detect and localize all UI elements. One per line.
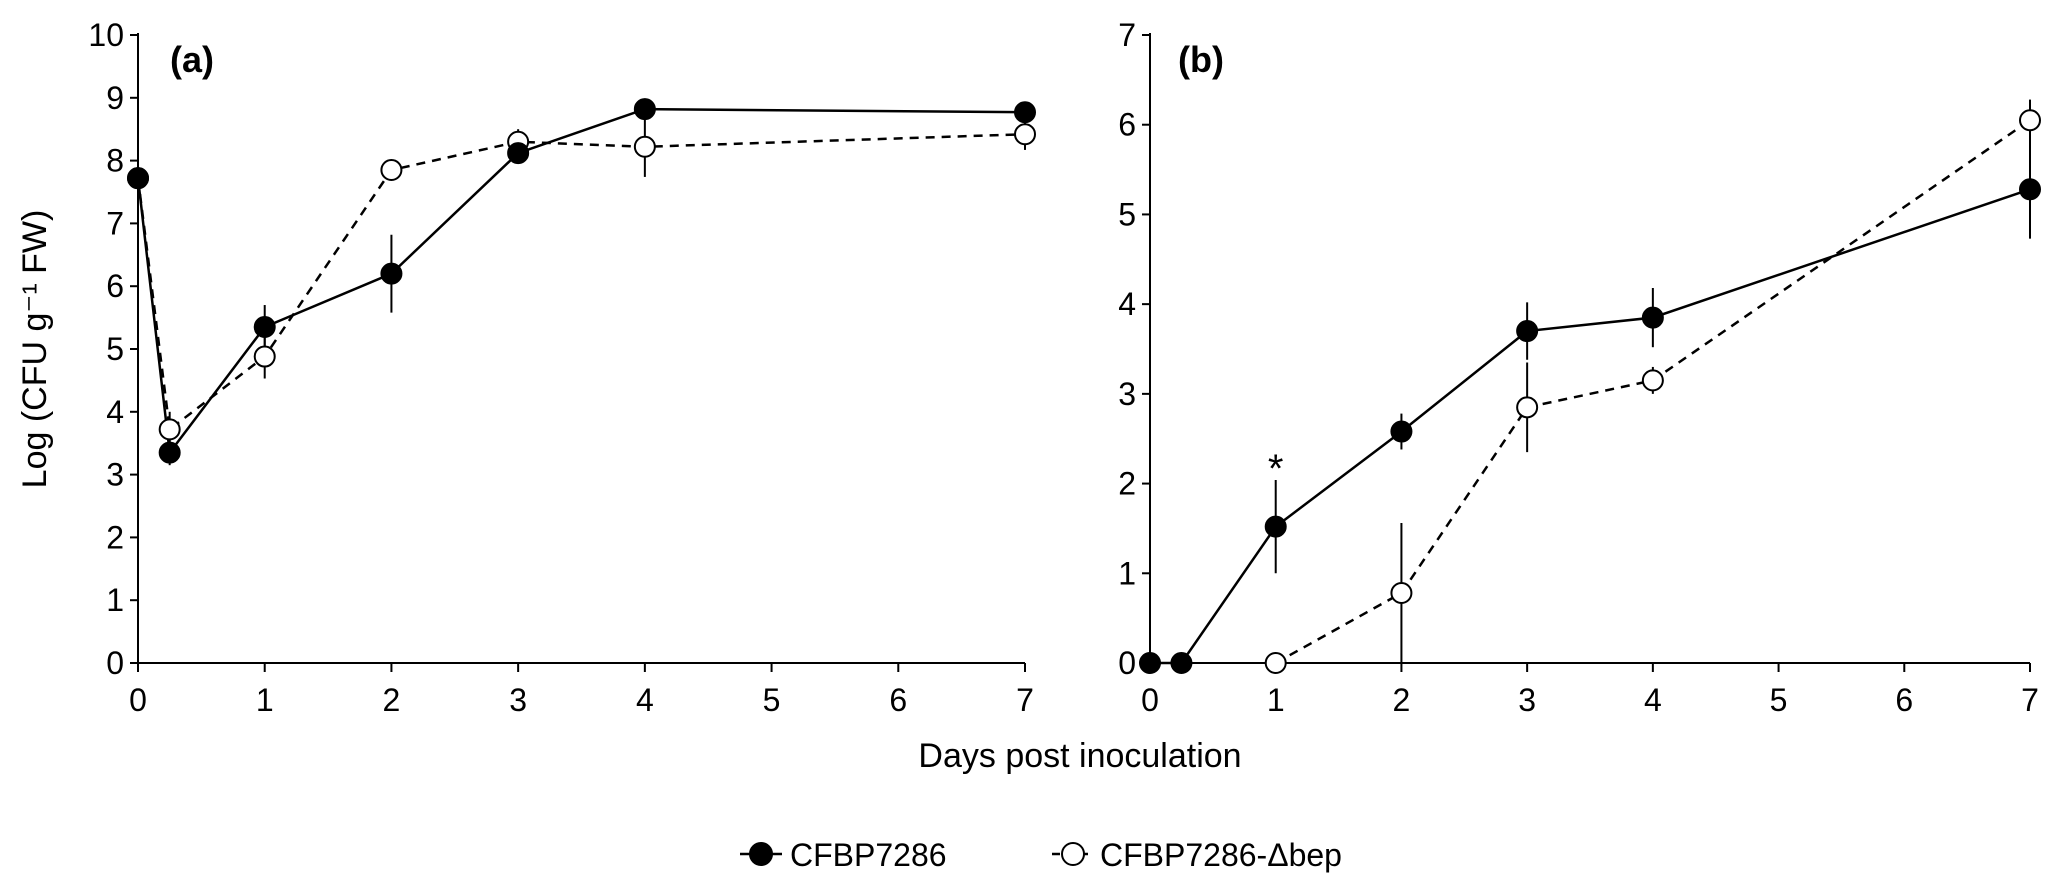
panel-b-y-tick-label: 7 — [1118, 17, 1136, 53]
panel-a-x-tick-label: 5 — [763, 682, 781, 718]
panel-b-x-tick-label: 4 — [1644, 682, 1662, 718]
panel-b-x-tick-label: 7 — [2021, 682, 2039, 718]
panel-a-label: (a) — [170, 39, 214, 80]
panel-b-chart: 0 1 2 3 4 5 6 7 0 1 2 3 4 5 6 7 (b) * — [1118, 17, 2041, 718]
panel-b-y-tick-label: 2 — [1118, 466, 1136, 502]
x-axis-title: Days post inoculation — [918, 737, 1241, 775]
panel-b-significance-asterisk: * — [1268, 447, 1284, 491]
panel-a-point-cfbp7286 — [1014, 101, 1036, 124]
panel-a-y-tick-label: 1 — [106, 582, 124, 618]
panel-a-point-cfbp7286 — [507, 142, 530, 165]
panel-a-point-cfbp7286 — [633, 98, 656, 121]
panel-a-point-cfbp7286-dbep — [1014, 123, 1036, 146]
panel-b-x-tick-label: 2 — [1393, 682, 1411, 718]
panel-b-point-cfbp7286 — [1390, 420, 1413, 443]
panel-b-point-cfbp7286-dbep — [1390, 582, 1413, 605]
panel-a-x-tick-label: 6 — [889, 682, 907, 718]
panel-a-y-tick-label: 4 — [106, 394, 124, 430]
panel-a-point-cfbp7286-dbep — [158, 418, 181, 441]
legend-marker-open-circle — [1061, 842, 1085, 866]
panel-b-point-cfbp7286-dbep — [1264, 652, 1287, 674]
panel-b-x-tick-label: 3 — [1518, 682, 1536, 718]
panel-b-point-cfbp7286 — [2019, 178, 2041, 201]
panel-b-x-tick-label: 6 — [1895, 682, 1913, 718]
panel-a-chart: 0 1 2 3 4 5 6 7 8 9 10 0 1 2 3 4 5 6 7 Log (CFU g⁻¹ FW) (a) — [16, 17, 1036, 718]
panel-a-y-tick-label: 6 — [106, 268, 124, 304]
legend: CFBP7286 CFBP7286-Δbep — [740, 837, 1342, 873]
legend-item-cfbp7286-dbep: CFBP7286-Δbep — [1052, 837, 1342, 873]
panel-a-point-cfbp7286 — [127, 167, 149, 190]
panel-a-point-cfbp7286 — [380, 262, 403, 285]
panel-a-series-line-cfbp7286 — [136, 107, 1026, 456]
panel-a-y-tick-label: 8 — [106, 143, 124, 179]
panel-a-y-tick-label: 2 — [106, 519, 124, 555]
panel-b-x-tick-label: 0 — [1141, 682, 1159, 718]
panel-b-y-tick-label: 4 — [1118, 286, 1136, 322]
panel-a-y-tick-label: 9 — [106, 80, 124, 116]
panel-b-y-tick-label: 3 — [1118, 376, 1136, 412]
panel-a-y-tick-label: 5 — [106, 331, 124, 367]
panel-a-x-tick-label: 3 — [509, 682, 527, 718]
panel-a-point-cfbp7286-dbep — [633, 135, 656, 158]
panel-b-x-tick-label: 5 — [1770, 682, 1788, 718]
panel-a-y-tick-label: 0 — [106, 645, 124, 681]
panel-a-point-cfbp7286-dbep — [380, 159, 403, 182]
panel-b-point-cfbp7286 — [1641, 306, 1664, 329]
panel-b-point-cfbp7286 — [1170, 652, 1193, 674]
panel-a-y-tick-label: 10 — [88, 17, 124, 53]
panel-a-point-cfbp7286-dbep — [253, 345, 276, 368]
panel-a-series-line-cfbp7286-dbep — [136, 132, 1026, 432]
panel-a-y-tick-label: 7 — [106, 205, 124, 241]
panel-b-label: (b) — [1178, 39, 1224, 80]
legend-label-cfbp7286-dbep: CFBP7286-Δbep — [1100, 837, 1342, 873]
panel-a-point-cfbp7286 — [253, 316, 276, 339]
legend-marker-filled-circle — [749, 842, 773, 866]
panel-b-point-cfbp7286-dbep — [1516, 396, 1539, 419]
legend-label-cfbp7286: CFBP7286 — [790, 837, 947, 873]
panel-a-y-axis-title: Log (CFU g⁻¹ FW) — [16, 210, 54, 489]
panel-a-x-tick-label: 4 — [636, 682, 654, 718]
panel-b-y-tick-label: 5 — [1118, 196, 1136, 232]
panel-b-x-tick-label: 1 — [1267, 682, 1285, 718]
panel-a-x-tick-label: 1 — [256, 682, 274, 718]
panel-b-y-tick-label: 0 — [1118, 645, 1136, 681]
panel-a-x-tick-label: 2 — [383, 682, 401, 718]
panel-b-series-line-cfbp7286 — [1150, 188, 2031, 665]
panel-b-y-tick-label: 6 — [1118, 107, 1136, 143]
legend-item-cfbp7286: CFBP7286 — [740, 837, 947, 873]
panel-b-point-cfbp7286-dbep — [1641, 369, 1664, 392]
panel-b-point-cfbp7286-dbep — [2019, 109, 2041, 132]
panel-a-x-tick-label: 0 — [129, 682, 147, 718]
panel-b-point-cfbp7286 — [1516, 320, 1539, 343]
panel-b-point-cfbp7286 — [1139, 652, 1161, 674]
panel-b-point-cfbp7286 — [1264, 515, 1287, 538]
panel-a-point-cfbp7286 — [158, 441, 181, 464]
panel-b-y-tick-label: 1 — [1118, 555, 1136, 591]
panel-a-y-tick-label: 3 — [106, 457, 124, 493]
panel-a-x-tick-label: 7 — [1016, 682, 1034, 718]
